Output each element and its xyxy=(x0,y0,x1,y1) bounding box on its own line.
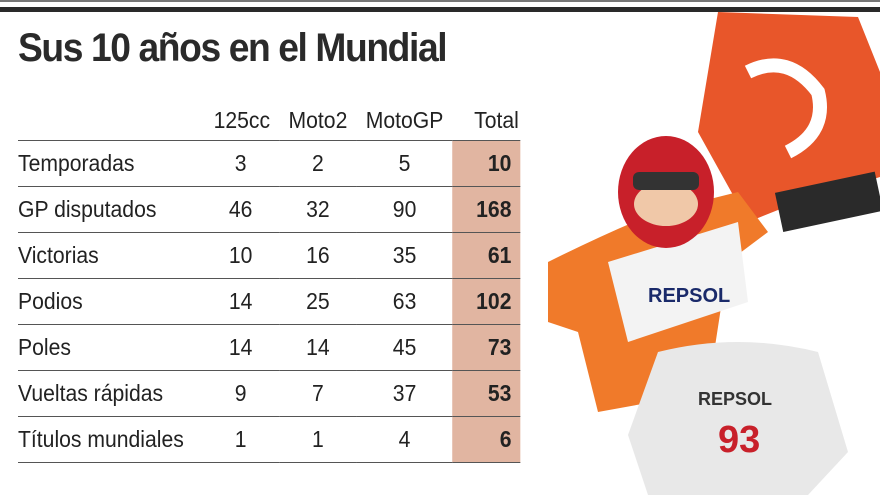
total-cell: 53 xyxy=(452,370,521,417)
value-cell: 16 xyxy=(279,232,357,279)
value-cell: 37 xyxy=(356,370,453,417)
value-cell: 63 xyxy=(356,278,453,325)
col-header: 125cc xyxy=(213,107,271,133)
row-label: Podios xyxy=(18,278,202,325)
row-label: Victorias xyxy=(18,232,202,279)
value-cell: 5 xyxy=(356,140,453,187)
value-cell: 2 xyxy=(279,140,357,187)
bike-number: 93 xyxy=(718,419,760,461)
row-label: Vueltas rápidas xyxy=(18,370,202,417)
total-cell: 102 xyxy=(452,278,521,325)
table-row: Títulos mundiales 1 1 4 6 xyxy=(18,416,521,463)
stats-table: 125cc Moto2 MotoGP Total Temporadas 3 2 5 10… xyxy=(18,96,521,463)
total-cell: 168 xyxy=(452,186,521,233)
infographic-title: Sus 10 años en el Mundial xyxy=(18,26,448,70)
value-cell: 90 xyxy=(356,186,453,233)
total-cell: 10 xyxy=(452,140,521,187)
value-cell: 25 xyxy=(279,278,357,325)
value-cell: 14 xyxy=(202,278,280,325)
row-label: GP disputados xyxy=(18,186,202,233)
value-cell: 7 xyxy=(279,370,357,417)
value-cell: 45 xyxy=(356,324,453,371)
header-row: 125cc Moto2 MotoGP Total xyxy=(18,96,521,141)
table-row: Poles 14 14 45 73 xyxy=(18,324,521,371)
value-cell: 9 xyxy=(202,370,280,417)
value-cell: 14 xyxy=(202,324,280,371)
table-row: Podios 14 25 63 102 xyxy=(18,278,521,325)
table-row: GP disputados 46 32 90 168 xyxy=(18,186,521,233)
value-cell: 14 xyxy=(279,324,357,371)
value-cell: 32 xyxy=(279,186,357,233)
row-label: Títulos mundiales xyxy=(18,416,202,463)
total-cell: 6 xyxy=(452,416,521,463)
value-cell: 1 xyxy=(279,416,357,463)
table-row: Victorias 10 16 35 61 xyxy=(18,232,521,279)
value-cell: 46 xyxy=(202,186,280,233)
row-label: Temporadas xyxy=(18,140,202,187)
value-cell: 35 xyxy=(356,232,453,279)
col-header: Moto2 xyxy=(288,107,348,133)
row-label: Poles xyxy=(18,324,202,371)
col-header: MotoGP xyxy=(365,107,444,133)
total-cell: 73 xyxy=(452,324,521,371)
top-rule-thin xyxy=(0,0,880,2)
value-cell: 1 xyxy=(202,416,280,463)
col-header: Total xyxy=(474,107,519,133)
total-cell: 61 xyxy=(452,232,521,279)
value-cell: 3 xyxy=(202,140,280,187)
table-row: Vueltas rápidas 9 7 37 53 xyxy=(18,370,521,417)
table-row: Temporadas 3 2 5 10 xyxy=(18,140,521,187)
value-cell: 4 xyxy=(356,416,453,463)
top-rule-thick xyxy=(0,7,880,12)
flag xyxy=(698,12,880,222)
rider-photo: REPSOL REPSOL 93 xyxy=(548,12,880,495)
suit-logo: REPSOL xyxy=(648,285,730,307)
value-cell: 10 xyxy=(202,232,280,279)
bike-logo: REPSOL xyxy=(698,389,772,409)
